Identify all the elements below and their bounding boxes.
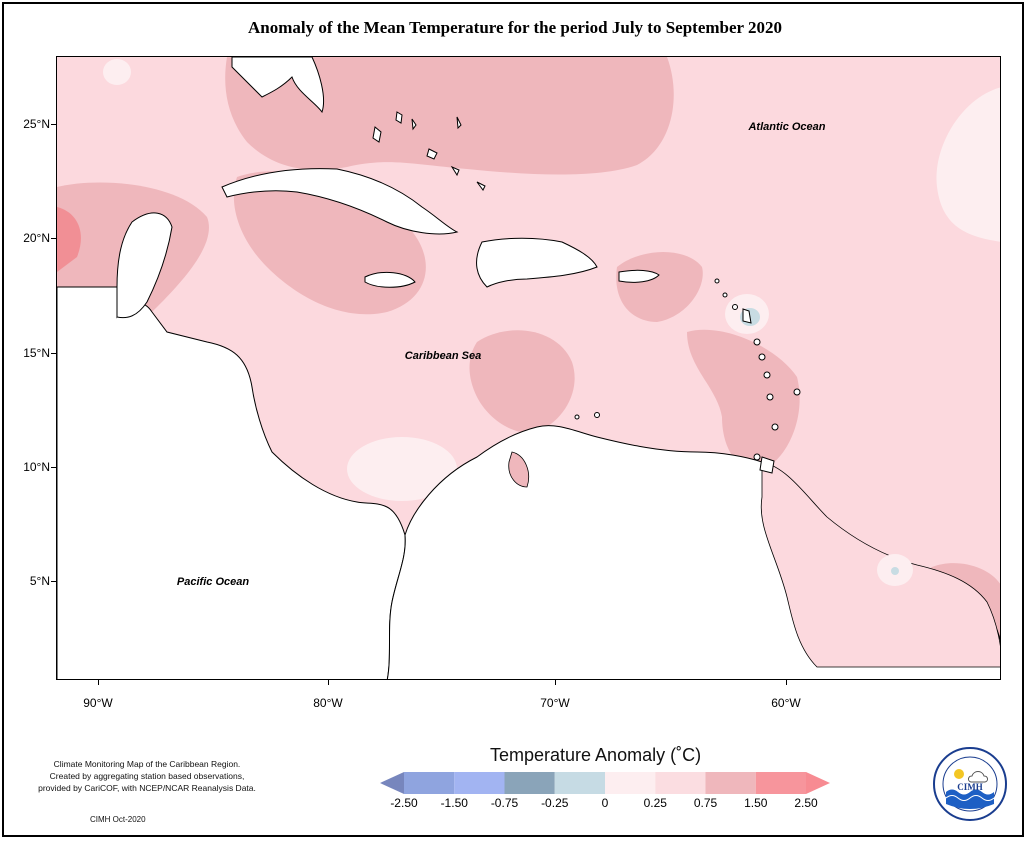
legend-label: 0.25 bbox=[643, 796, 667, 810]
legend-swatch bbox=[705, 772, 756, 794]
lon-label-60w: 60°W bbox=[771, 696, 801, 710]
land-trinidad bbox=[759, 456, 775, 474]
legend-label: 0.75 bbox=[693, 796, 718, 810]
lat-tick bbox=[51, 353, 56, 354]
label-pacific-ocean: Pacific Ocean bbox=[177, 576, 249, 588]
lat-tick bbox=[51, 238, 56, 239]
credit-footer: CIMH Oct-2020 bbox=[90, 815, 146, 824]
legend-swatch bbox=[380, 772, 404, 794]
legend-swatch bbox=[655, 772, 706, 794]
legend-swatch bbox=[755, 772, 806, 794]
legend-title: Temperature Anomaly (˚C) bbox=[490, 745, 702, 765]
credit-line: Climate Monitoring Map of the Caribbean … bbox=[53, 759, 241, 769]
legend-label: -2.50 bbox=[390, 796, 418, 810]
legend-label: 0 bbox=[601, 796, 609, 810]
color-legend bbox=[380, 770, 830, 796]
legend-label: -0.75 bbox=[490, 796, 519, 810]
legend-swatch bbox=[454, 772, 505, 794]
lon-tick bbox=[786, 680, 787, 685]
lat-tick bbox=[51, 467, 56, 468]
legend-swatch bbox=[605, 772, 656, 794]
land-yucatan bbox=[116, 212, 173, 319]
logo-graphic: CIMH bbox=[933, 747, 1007, 821]
anomaly-patch-warm bbox=[687, 329, 800, 469]
anomaly-patch-warm bbox=[225, 57, 674, 175]
legend-label: 1.50 bbox=[744, 796, 768, 810]
legend-label: -1.50 bbox=[440, 796, 468, 810]
legend-label: 2.50 bbox=[794, 796, 818, 810]
lat-tick bbox=[51, 124, 56, 125]
logo-text: CIMH bbox=[957, 782, 983, 792]
anomaly-patch-near-zero bbox=[936, 87, 1000, 242]
legend-colorbar bbox=[380, 772, 830, 794]
credit-line: Created by aggregating station based obs… bbox=[49, 771, 245, 781]
anomaly-patch-warm bbox=[616, 252, 703, 322]
land-bahamas bbox=[372, 111, 486, 191]
lon-label-90w: 90°W bbox=[83, 696, 113, 710]
credit-line: provided by CariCOF, with NCEP/NCAR Rean… bbox=[38, 783, 256, 793]
anomaly-patch-near-zero bbox=[347, 437, 457, 501]
legend-swatch bbox=[554, 772, 605, 794]
anomaly-patch-hot bbox=[57, 207, 81, 272]
legend-swatch bbox=[404, 772, 455, 794]
land-jamaica bbox=[364, 271, 416, 288]
lon-tick bbox=[555, 680, 556, 685]
legend-swatch bbox=[806, 772, 830, 794]
anomaly-patch-near-zero bbox=[103, 59, 131, 85]
map-canvas: Atlantic Ocean Caribbean Sea Pacific Oce… bbox=[57, 57, 1000, 679]
lat-label-25n: 25°N bbox=[23, 117, 50, 131]
legend-label: -0.25 bbox=[541, 796, 569, 810]
label-caribbean-sea: Caribbean Sea bbox=[405, 350, 481, 362]
lat-label-10n: 10°N bbox=[23, 460, 50, 474]
lat-label-20n: 20°N bbox=[23, 231, 50, 245]
land-hispaniola bbox=[476, 237, 598, 288]
lat-tick bbox=[51, 581, 56, 582]
land-cuba bbox=[221, 168, 459, 235]
lat-label-15n: 15°N bbox=[23, 346, 50, 360]
credits-text: Climate Monitoring Map of the Caribbean … bbox=[22, 758, 272, 794]
label-atlantic-ocean: Atlantic Ocean bbox=[747, 121, 825, 133]
lon-label-80w: 80°W bbox=[313, 696, 343, 710]
anomaly-patch-warm bbox=[469, 330, 575, 433]
land-florida bbox=[231, 57, 325, 114]
lat-label-5n: 5°N bbox=[29, 574, 50, 588]
map-title: Anomaly of the Mean Temperature for the … bbox=[247, 18, 783, 37]
map-panel: Atlantic Ocean Caribbean Sea Pacific Oce… bbox=[56, 56, 1001, 680]
land-puerto-rico bbox=[618, 269, 660, 283]
lon-tick bbox=[98, 680, 99, 685]
lon-label-70w: 70°W bbox=[540, 696, 570, 710]
legend-swatch bbox=[504, 772, 555, 794]
lon-tick bbox=[328, 680, 329, 685]
cimh-logo: CIMH bbox=[932, 746, 1008, 822]
anomaly-patch-negative bbox=[891, 567, 899, 575]
lake-maracaibo bbox=[508, 451, 529, 488]
land-lesser-antilles bbox=[554, 278, 801, 461]
